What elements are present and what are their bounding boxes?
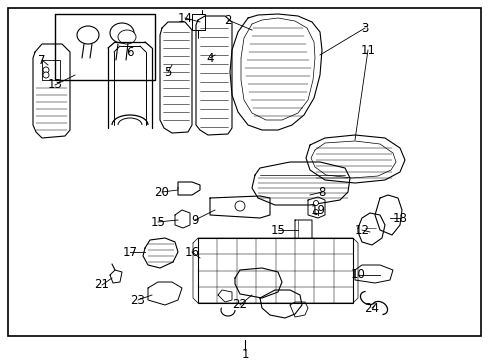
Text: 3: 3 [361, 22, 368, 35]
Text: 18: 18 [392, 211, 407, 225]
Text: 14: 14 [177, 12, 192, 24]
Text: 10: 10 [350, 269, 365, 282]
Text: 21: 21 [94, 279, 109, 292]
Text: 13: 13 [47, 78, 62, 91]
Circle shape [235, 201, 244, 211]
Text: 6: 6 [126, 45, 134, 58]
Ellipse shape [110, 23, 134, 43]
Text: 8: 8 [318, 185, 325, 198]
Circle shape [43, 67, 49, 73]
Text: 12: 12 [354, 224, 369, 237]
Text: 24: 24 [364, 302, 379, 315]
Text: 5: 5 [164, 66, 171, 78]
Text: 9: 9 [191, 213, 198, 226]
Text: 19: 19 [310, 203, 325, 216]
Text: 23: 23 [130, 293, 145, 306]
Text: 2: 2 [224, 13, 231, 27]
Ellipse shape [77, 26, 99, 44]
Text: 20: 20 [154, 185, 169, 198]
Circle shape [313, 210, 318, 215]
Text: 16: 16 [184, 246, 199, 258]
Circle shape [43, 72, 49, 78]
Bar [198, 238, 352, 303]
Text: 22: 22 [232, 298, 247, 311]
Text: 7: 7 [38, 54, 46, 67]
Text: 11: 11 [360, 44, 375, 57]
Text: 15: 15 [150, 216, 165, 229]
Ellipse shape [118, 30, 136, 44]
Text: 17: 17 [122, 246, 137, 258]
Text: 15: 15 [270, 224, 285, 237]
Circle shape [313, 201, 318, 206]
Text: 1: 1 [241, 348, 248, 360]
Text: 4: 4 [206, 51, 213, 64]
